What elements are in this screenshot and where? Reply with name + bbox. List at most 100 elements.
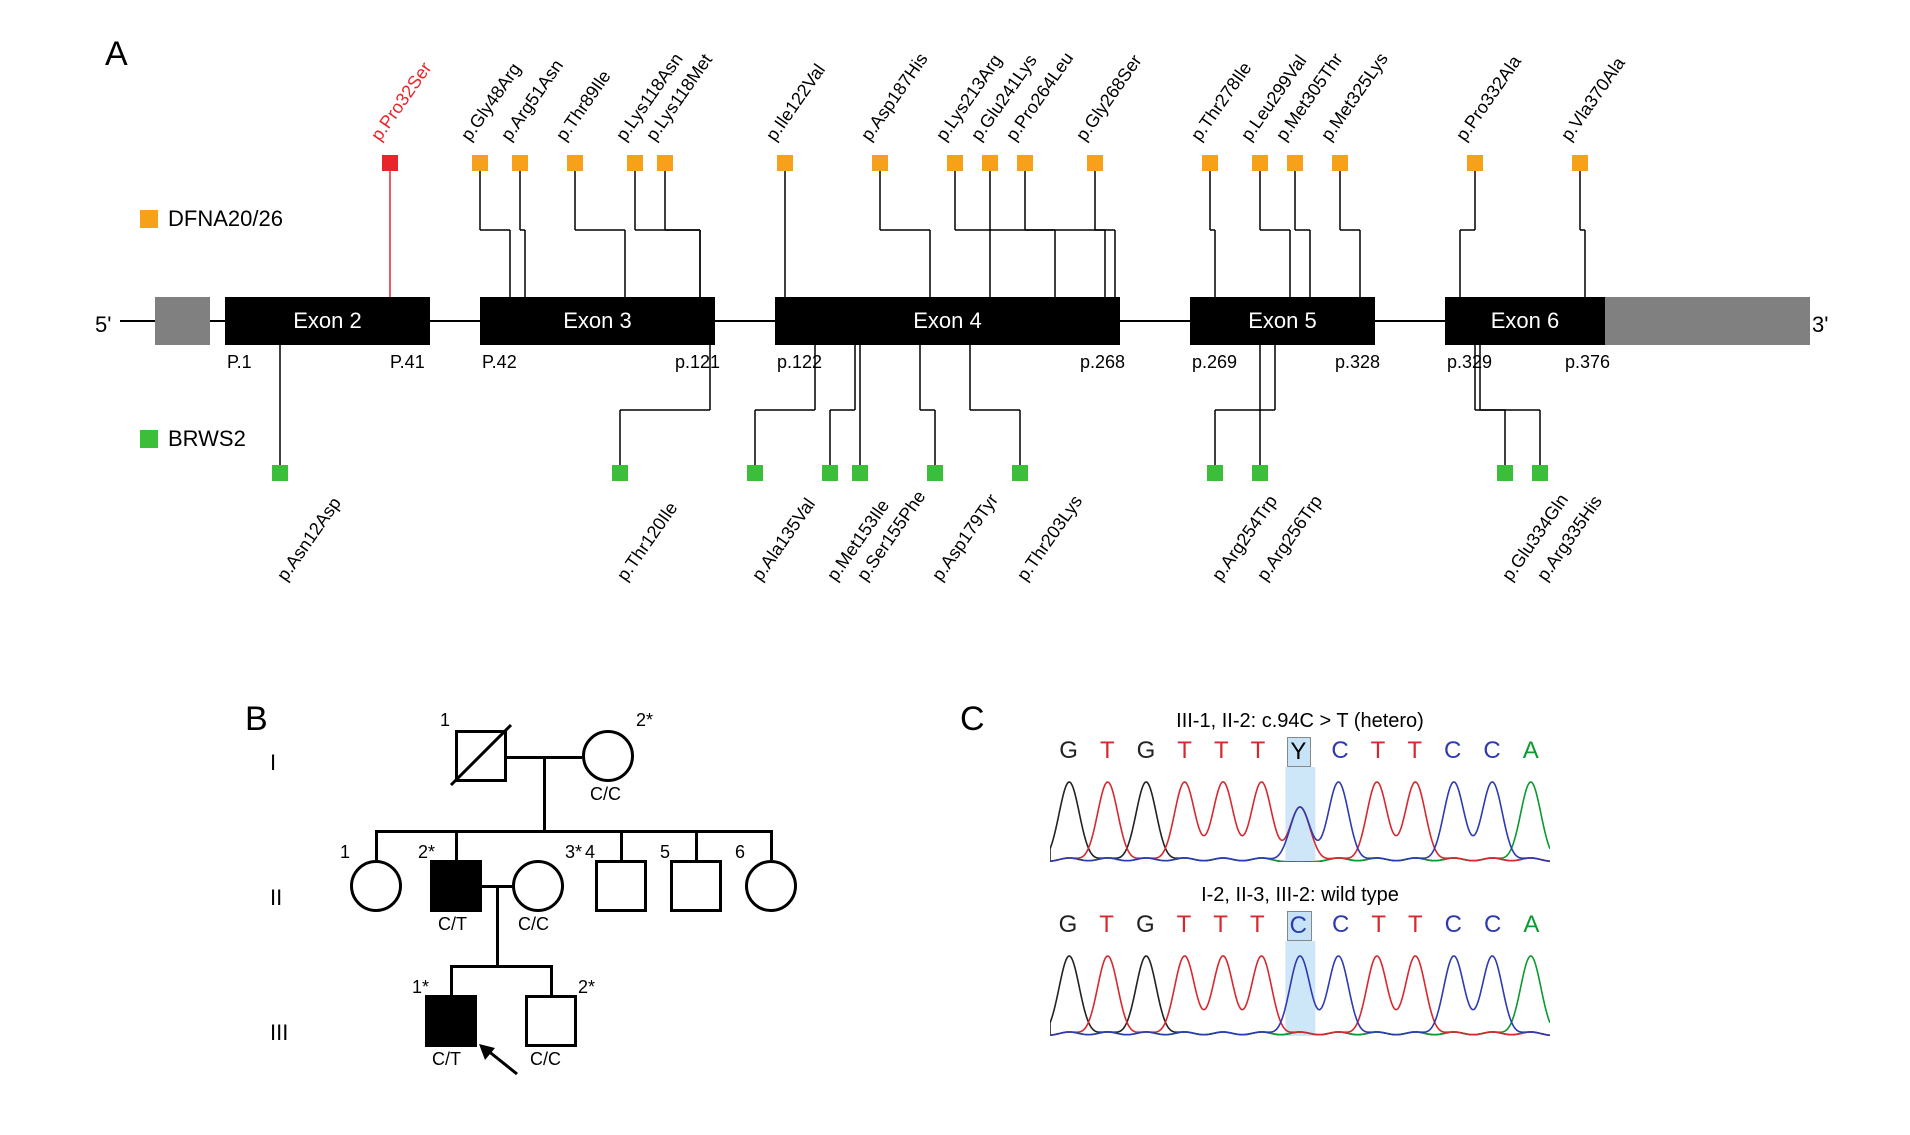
seq1-base-0: G bbox=[1059, 737, 1080, 767]
legend-brws-text: BRWS2 bbox=[168, 426, 246, 452]
aa-start-6: p.329 bbox=[1447, 352, 1492, 373]
seq1-base-12: A bbox=[1523, 737, 1541, 767]
III-2-lbl: 2* bbox=[578, 977, 595, 998]
seq2-base-6: C bbox=[1287, 911, 1312, 941]
seq2-base-7: C bbox=[1332, 911, 1351, 941]
d2 bbox=[455, 830, 458, 860]
III-1-lbl: 1* bbox=[412, 977, 429, 998]
line-I-down bbox=[543, 756, 546, 830]
II-1-lbl: 1 bbox=[340, 842, 350, 863]
panel-a-label: A bbox=[105, 35, 128, 74]
III-1 bbox=[425, 995, 477, 1047]
d6 bbox=[770, 830, 773, 860]
seq1-base-6: Y bbox=[1287, 737, 1311, 767]
aa-start-4: p.122 bbox=[777, 352, 822, 373]
five-prime-label: 5' bbox=[95, 312, 111, 338]
seq1-base-9: T bbox=[1407, 737, 1424, 767]
seq2-base-10: C bbox=[1445, 911, 1464, 941]
chrom2-title: I-2, II-3, III-2: wild type bbox=[1020, 884, 1580, 907]
chromatograms: III-1, II-2: c.94C > T (hetero) GTGTTTYC… bbox=[1020, 710, 1580, 1036]
three-prime-label: 3' bbox=[1812, 312, 1828, 338]
utr-1 bbox=[1605, 297, 1810, 345]
II-4-lbl: 4 bbox=[585, 842, 595, 863]
line-II-h bbox=[375, 830, 770, 833]
II-5-lbl: 5 bbox=[660, 842, 670, 863]
seq2-base-3: T bbox=[1177, 911, 1194, 941]
I-2-lbl: 2* bbox=[636, 710, 653, 731]
aa-start-2: P.1 bbox=[227, 352, 252, 373]
gen-II: II bbox=[270, 885, 282, 911]
II-3-lbl: 3* bbox=[565, 842, 582, 863]
seq1-base-3: T bbox=[1177, 737, 1194, 767]
II-1 bbox=[350, 860, 402, 912]
II-5 bbox=[670, 860, 722, 912]
seq2-base-5: T bbox=[1250, 911, 1267, 941]
legend-dfna-swatch bbox=[140, 210, 158, 228]
legend-brws-swatch bbox=[140, 430, 158, 448]
II-3-geno: C/C bbox=[518, 914, 549, 935]
seq2-base-1: T bbox=[1099, 911, 1116, 941]
seq2-base-9: T bbox=[1408, 911, 1425, 941]
line-II-down bbox=[496, 885, 499, 965]
aa-end-3: p.121 bbox=[675, 352, 720, 373]
brws-label-0: p.Asn12Asp bbox=[273, 493, 346, 585]
seq2-base-12: A bbox=[1523, 911, 1541, 941]
novel-mut-label: p.Pro32Ser bbox=[367, 58, 436, 145]
aa-end-6: p.376 bbox=[1565, 352, 1610, 373]
brws-label-2: p.Ala135Val bbox=[748, 495, 820, 585]
d4 bbox=[620, 830, 623, 860]
II-3 bbox=[512, 860, 564, 912]
seq1-base-8: T bbox=[1371, 737, 1388, 767]
dfna-label-5: p.Ile122Val bbox=[762, 60, 830, 145]
I-2-geno: C/C bbox=[590, 784, 621, 805]
legend-dfna-text: DFNA20/26 bbox=[168, 206, 283, 232]
seq1-base-4: T bbox=[1214, 737, 1231, 767]
exon-2: Exon 2 bbox=[225, 297, 430, 345]
I-2-circle bbox=[582, 730, 634, 782]
exon-4: Exon 4 bbox=[775, 297, 1120, 345]
dfna-label-10: p.Gly268Ser bbox=[1072, 51, 1147, 145]
II-6-lbl: 6 bbox=[735, 842, 745, 863]
d7 bbox=[450, 965, 453, 995]
seq2-base-2: G bbox=[1136, 911, 1157, 941]
panel-b-label: B bbox=[245, 700, 268, 739]
deceased-slash bbox=[446, 720, 516, 790]
exon-5: Exon 5 bbox=[1190, 297, 1375, 345]
brws-label-6: p.Thr203Lys bbox=[1013, 492, 1087, 585]
seq1-base-7: C bbox=[1331, 737, 1350, 767]
dfna-label-2: p.Thr89Ile bbox=[552, 67, 616, 145]
aa-end-5: p.328 bbox=[1335, 352, 1380, 373]
aa-start-5: p.269 bbox=[1192, 352, 1237, 373]
brws-label-1: p.Thr120Ile bbox=[613, 498, 682, 585]
I-1-lbl: 1 bbox=[440, 710, 450, 731]
exon-3: Exon 3 bbox=[480, 297, 715, 345]
chrom2-seq: GTGTTTCCTTCCA bbox=[1020, 911, 1580, 941]
seq2-base-4: T bbox=[1213, 911, 1230, 941]
III-1-geno: C/T bbox=[432, 1049, 461, 1070]
III-2-geno: C/C bbox=[530, 1049, 561, 1070]
III-2 bbox=[525, 995, 577, 1047]
aa-start-3: P.42 bbox=[482, 352, 517, 373]
chrom1-trace bbox=[1050, 767, 1550, 862]
II-2-geno: C/T bbox=[438, 914, 467, 935]
d1 bbox=[375, 830, 378, 860]
II-4 bbox=[595, 860, 647, 912]
chrom1-seq: GTGTTTYCTTCCA bbox=[1020, 737, 1580, 767]
line-III-h bbox=[450, 965, 550, 968]
seq1-base-10: C bbox=[1444, 737, 1463, 767]
brws-label-5: p.Asp179Tyr bbox=[928, 490, 1003, 585]
aa-end-4: p.268 bbox=[1080, 352, 1125, 373]
seq2-base-8: T bbox=[1371, 911, 1388, 941]
pedigree-diagram: I II III 1 2* C/C 1 2* C/T 3* C/C 4 5 6 … bbox=[340, 720, 920, 1100]
seq1-base-11: C bbox=[1483, 737, 1502, 767]
II-2 bbox=[430, 860, 482, 912]
dfna-label-16: p.Vla370Ala bbox=[1557, 53, 1630, 145]
proband-arrow bbox=[475, 1042, 525, 1082]
d5 bbox=[695, 830, 698, 860]
gen-I: I bbox=[270, 750, 276, 776]
gen-III: III bbox=[270, 1020, 288, 1046]
seq1-base-1: T bbox=[1100, 737, 1117, 767]
utr-0 bbox=[155, 297, 210, 345]
II-2-lbl: 2* bbox=[418, 842, 435, 863]
panel-c-label: C bbox=[960, 700, 985, 739]
